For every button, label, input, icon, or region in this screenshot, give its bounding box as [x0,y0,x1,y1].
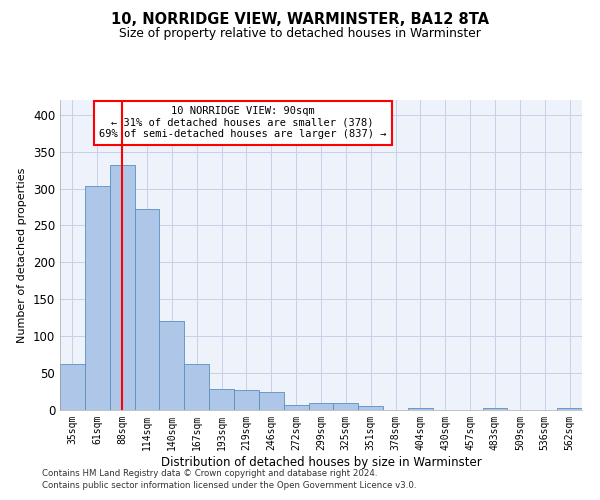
Text: Size of property relative to detached houses in Warminster: Size of property relative to detached ho… [119,28,481,40]
Bar [110,165,134,410]
Bar [184,364,209,410]
Bar [160,322,184,410]
Bar [557,408,582,410]
Bar [358,406,383,410]
Text: Contains public sector information licensed under the Open Government Licence v3: Contains public sector information licen… [42,481,416,490]
Bar [234,390,259,410]
Bar [134,209,160,410]
Bar [209,388,234,410]
Text: 10 NORRIDGE VIEW: 90sqm
← 31% of detached houses are smaller (378)
69% of semi-d: 10 NORRIDGE VIEW: 90sqm ← 31% of detache… [99,106,386,140]
Bar [334,402,358,410]
Text: 10, NORRIDGE VIEW, WARMINSTER, BA12 8TA: 10, NORRIDGE VIEW, WARMINSTER, BA12 8TA [111,12,489,28]
Y-axis label: Number of detached properties: Number of detached properties [17,168,28,342]
Text: Contains HM Land Registry data © Crown copyright and database right 2024.: Contains HM Land Registry data © Crown c… [42,468,377,477]
Bar [85,186,110,410]
Bar [259,392,284,410]
Bar [284,405,308,410]
Bar [482,408,508,410]
Bar [408,408,433,410]
X-axis label: Distribution of detached houses by size in Warminster: Distribution of detached houses by size … [161,456,481,468]
Bar [60,364,85,410]
Bar [308,402,334,410]
